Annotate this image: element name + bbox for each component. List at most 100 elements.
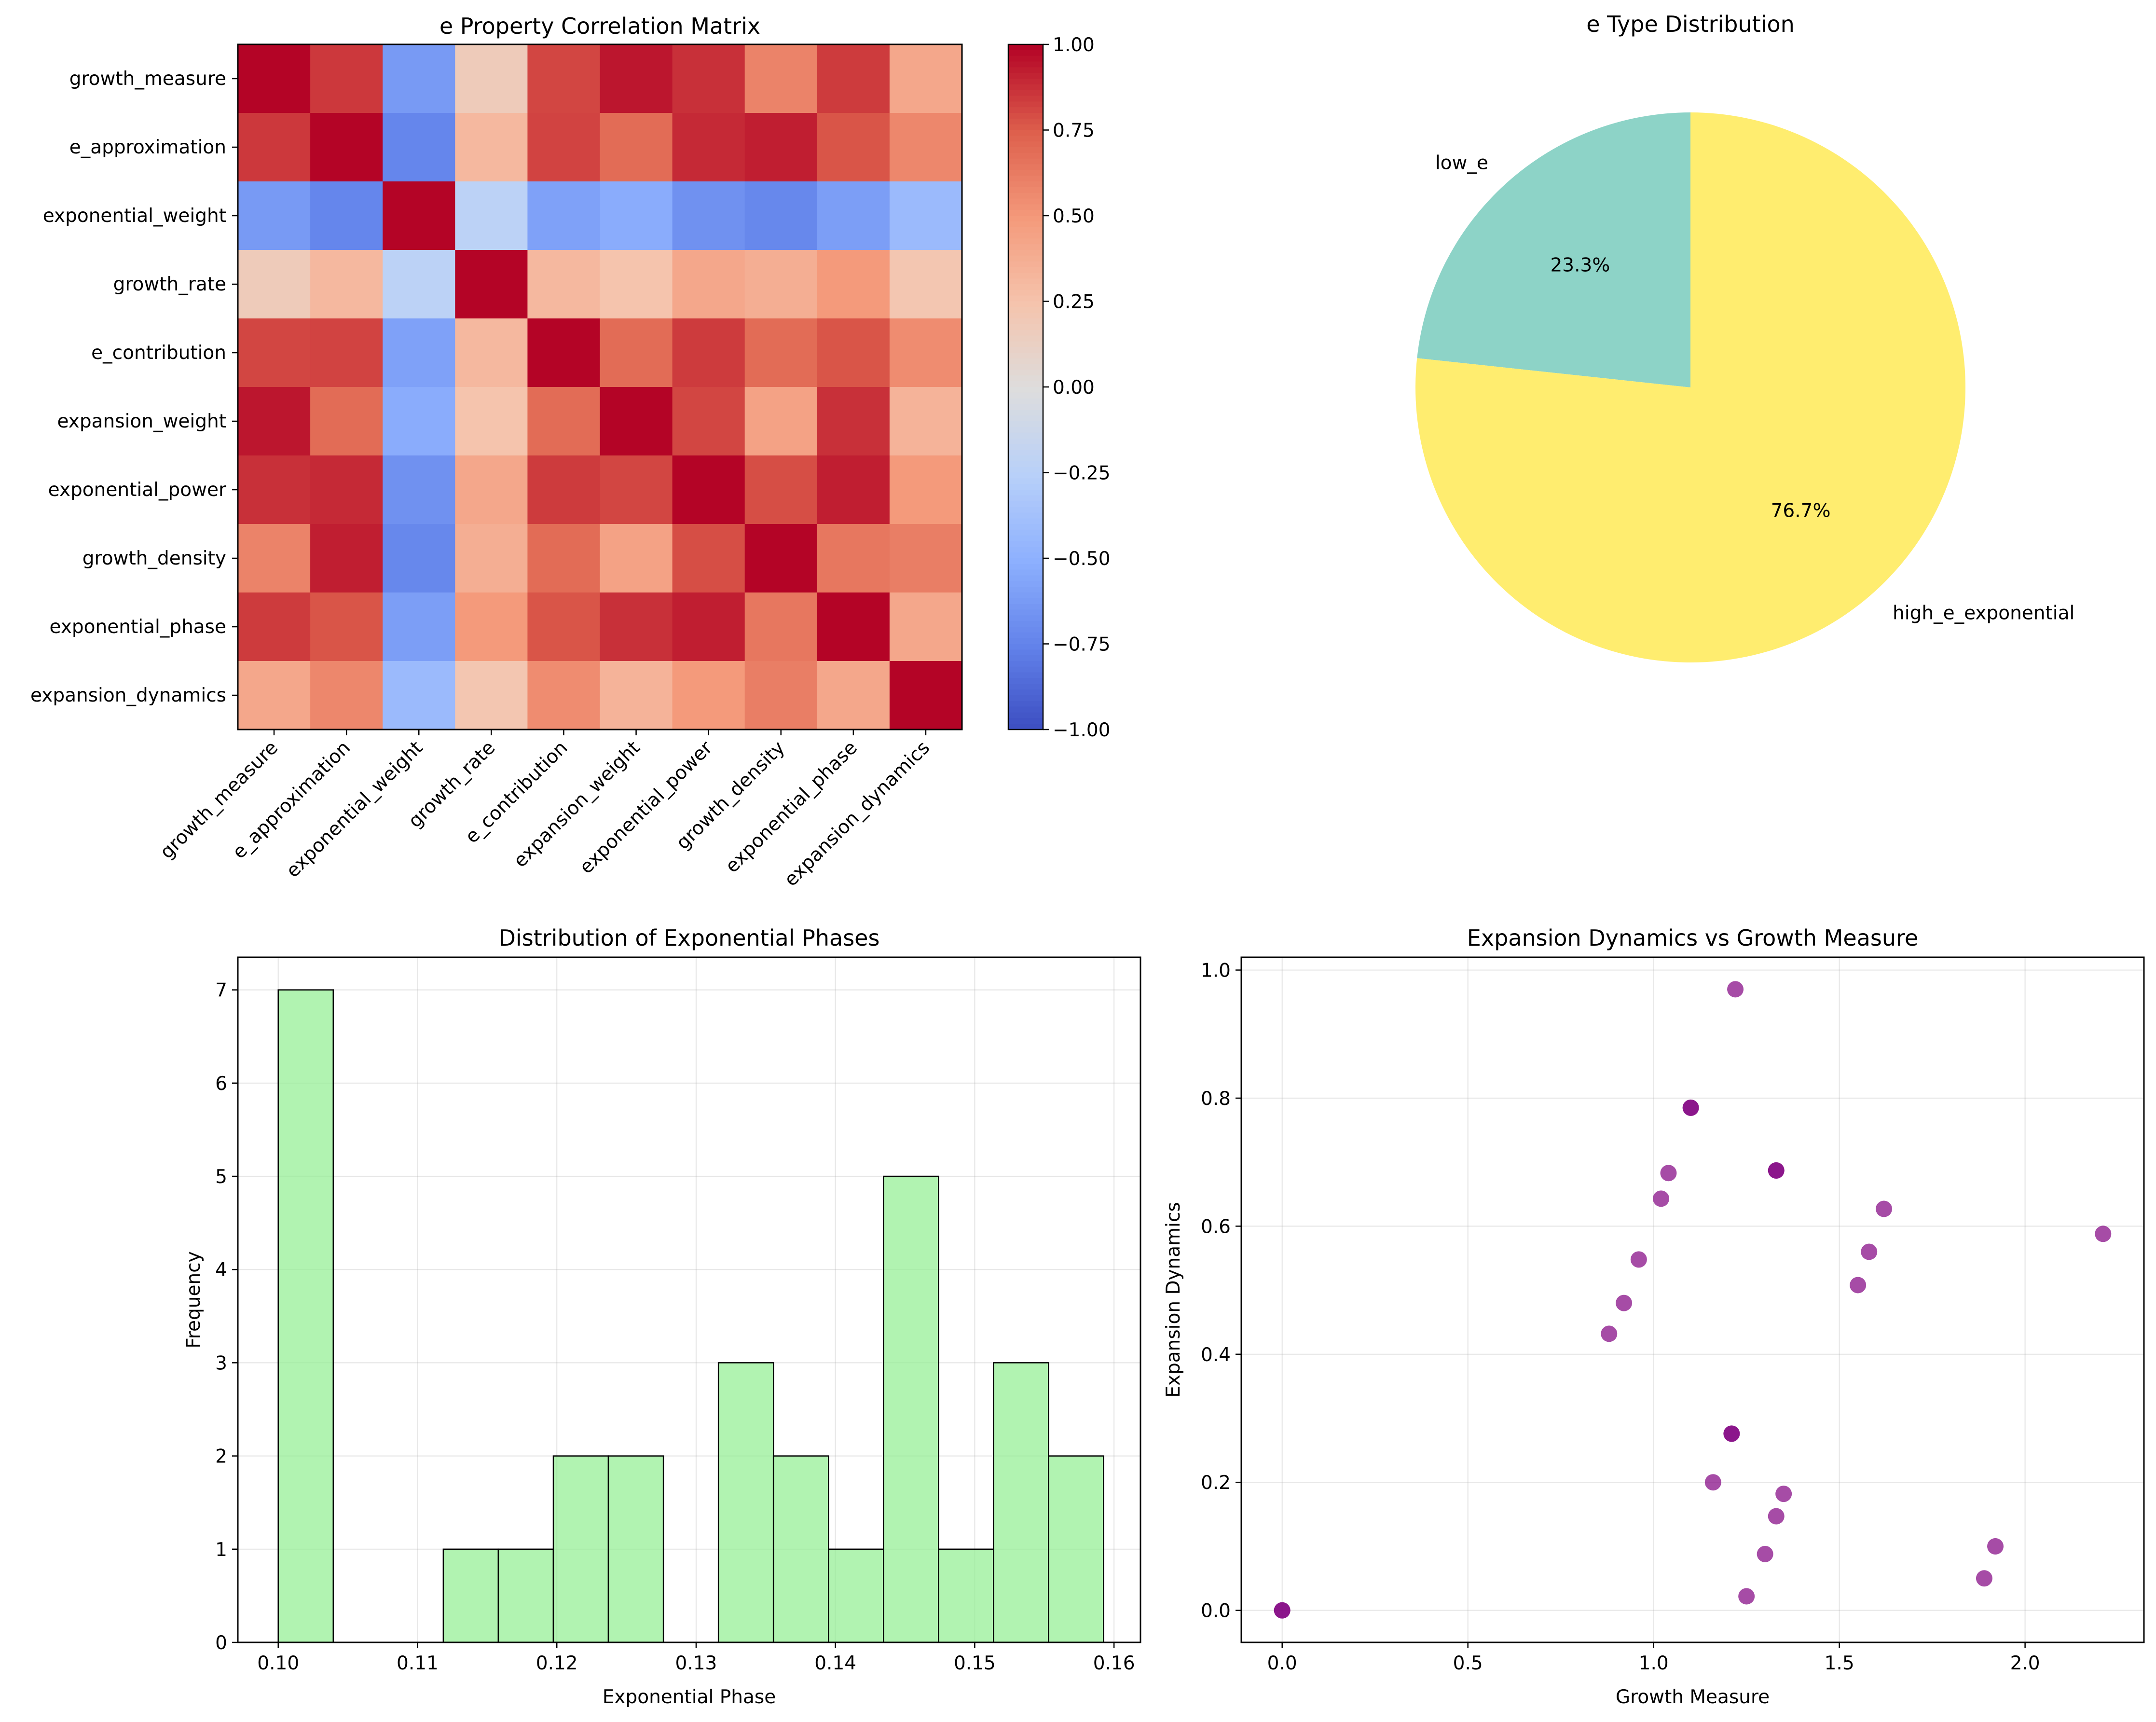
scatter-point xyxy=(1850,1277,1867,1294)
xtick-label: 0.15 xyxy=(954,1653,996,1674)
heatmap-cell xyxy=(527,113,601,182)
colorbar-segment xyxy=(1008,621,1043,627)
scatter-title: Expansion Dynamics vs Growth Measure xyxy=(1467,925,1918,951)
colorbar-segment xyxy=(1008,210,1043,216)
heatmap-cell xyxy=(600,250,673,319)
colorbar-segment xyxy=(1008,529,1043,536)
colorbar-segment xyxy=(1008,73,1043,79)
colorbar-segment xyxy=(1008,421,1043,427)
colorbar-segment xyxy=(1008,632,1043,639)
heatmap-cell xyxy=(600,113,673,182)
ytick-label: 0.6 xyxy=(1201,1216,1231,1238)
heatmap-cell xyxy=(672,250,745,319)
colorbar-segment xyxy=(1008,592,1043,599)
colorbar-segment xyxy=(1008,684,1043,690)
heatmap-cell xyxy=(600,318,673,387)
heatmap-cell xyxy=(817,44,890,113)
heatmap-cell xyxy=(672,455,745,524)
colorbar-segment xyxy=(1008,158,1043,165)
scatter-xlabel: Growth Measure xyxy=(1616,1686,1770,1708)
colorbar-segment xyxy=(1008,387,1043,393)
heatmap-cell xyxy=(527,524,601,593)
scatter-ylabel: Expansion Dynamics xyxy=(1163,1202,1184,1398)
colorbar-segment xyxy=(1008,638,1043,645)
ytick-label: 1 xyxy=(215,1539,227,1561)
histogram-bar xyxy=(717,1362,774,1643)
colorbar-segment xyxy=(1008,79,1043,85)
colorbar-segment xyxy=(1008,273,1043,279)
scatter-point xyxy=(1861,1243,1878,1260)
colorbar-segment xyxy=(1008,495,1043,502)
scatter-point xyxy=(1775,1486,1792,1502)
colorbar-segment xyxy=(1008,427,1043,433)
heatmap-cell xyxy=(744,455,818,524)
xtick-label: 1.0 xyxy=(1639,1653,1669,1674)
heatmap-cell xyxy=(744,387,818,456)
heatmap-cell xyxy=(889,387,962,456)
colorbar-segment xyxy=(1008,490,1043,496)
scatter-point xyxy=(1274,1602,1291,1619)
pie-slices: low_e 23.3% high_e_exponential 76.7% xyxy=(1415,112,2074,662)
heatmap-cell xyxy=(527,661,601,730)
xtick-label: 0.5 xyxy=(1453,1653,1483,1674)
pie-percent: 76.7% xyxy=(1771,500,1831,522)
colorbar: 1.00 0.75 0.50 0.25 0.00 −0.25 −0.50 −0.75 −1.00 xyxy=(1007,34,1111,741)
heatmap-row-label: e_approximation xyxy=(69,137,226,158)
ytick-label: 4 xyxy=(215,1259,227,1281)
colorbar-segment xyxy=(1008,627,1043,633)
colorbar-segment xyxy=(1008,461,1043,468)
colorbar-segment xyxy=(1008,649,1043,656)
scatter-point xyxy=(1653,1190,1670,1207)
colorbar-segment xyxy=(1008,67,1043,74)
colorbar-segment xyxy=(1008,672,1043,679)
heatmap-cell xyxy=(238,455,311,524)
colorbar-segment xyxy=(1008,518,1043,524)
colorbar-segment xyxy=(1008,216,1043,222)
colorbar-segment xyxy=(1008,358,1043,365)
colorbar-segment xyxy=(1008,187,1043,193)
colorbar-segment xyxy=(1008,381,1043,387)
colorbar-segment xyxy=(1008,450,1043,456)
histogram-ylabel: Frequency xyxy=(183,1251,205,1348)
colorbar-segment xyxy=(1008,44,1043,51)
heatmap-cell xyxy=(238,250,311,319)
xtick-label: 1.5 xyxy=(1825,1653,1854,1674)
heatmap-cell xyxy=(600,455,673,524)
heatmap-cell xyxy=(600,661,673,730)
pie-panel: e Type Distribution low_e 23.3% high_e_exp… xyxy=(1415,11,2074,662)
heatmap-cell xyxy=(238,524,311,593)
heatmap-row-label: exponential_phase xyxy=(50,616,226,638)
colorbar-segment xyxy=(1008,718,1043,725)
heatmap-cell xyxy=(744,44,818,113)
axes-frame xyxy=(237,956,1141,1643)
heatmap-cell xyxy=(817,387,890,456)
heatmap-row-labels: growth_measure e_approximation exponential… xyxy=(30,68,238,706)
scatter-point xyxy=(1738,1588,1755,1605)
xtick-label: 0.10 xyxy=(257,1653,299,1674)
heatmap-cell xyxy=(817,455,890,524)
heatmap-cell xyxy=(310,44,383,113)
ytick-label: 0 xyxy=(215,1632,227,1654)
colorbar-segment xyxy=(1008,124,1043,131)
colorbar-segment xyxy=(1008,689,1043,696)
heatmap-cell xyxy=(383,250,455,319)
heatmap-cell xyxy=(527,592,601,661)
heatmap-cell xyxy=(889,318,962,387)
colorbar-segment xyxy=(1008,558,1043,565)
heatmap-cell xyxy=(817,524,890,593)
heatmap-cell xyxy=(455,387,528,456)
histogram-bar xyxy=(772,1455,829,1643)
heatmap-cell xyxy=(455,455,528,524)
colorbar-tick-label: −0.75 xyxy=(1053,634,1111,656)
heatmap-cell xyxy=(238,318,311,387)
colorbar-segment xyxy=(1008,284,1043,290)
colorbar-segment xyxy=(1008,712,1043,719)
heatmap-column-label: expansion_dynamics xyxy=(780,737,934,891)
heatmap-cell xyxy=(744,524,818,593)
heatmap-row-label: growth_density xyxy=(82,548,226,569)
histogram-xlabel: Exponential Phase xyxy=(603,1686,776,1708)
colorbar-segment xyxy=(1008,141,1043,148)
colorbar-segment xyxy=(1008,307,1043,314)
heatmap-cell xyxy=(817,250,890,319)
colorbar-segment xyxy=(1008,136,1043,142)
